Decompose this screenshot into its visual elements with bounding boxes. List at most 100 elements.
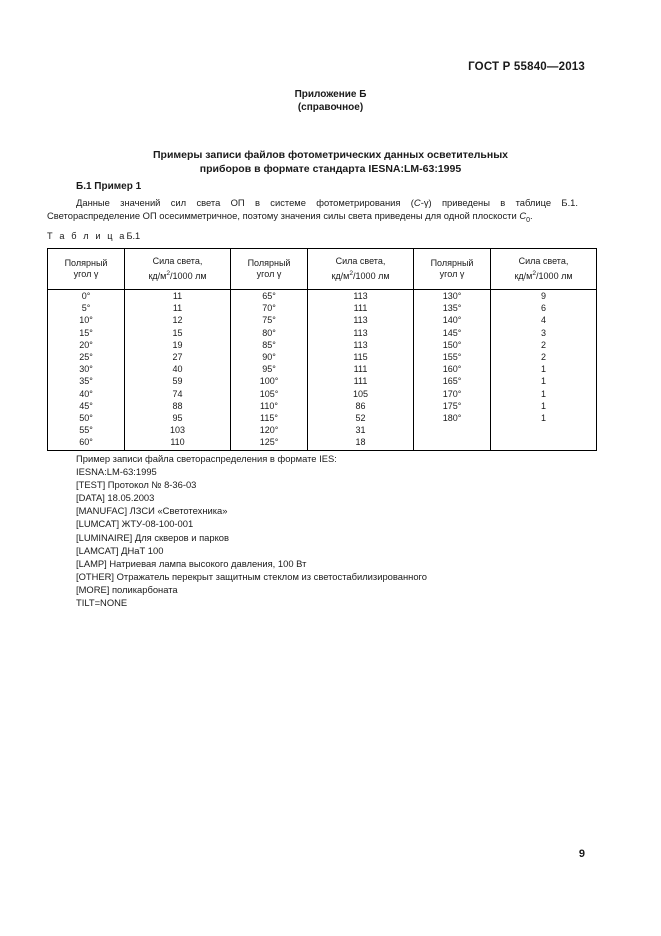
- table-cell-v1: 40: [124, 363, 231, 376]
- header-force-unit-post-a: /1000 лм: [170, 270, 207, 281]
- header-force-line1-b: Сила света,: [335, 256, 386, 266]
- table-row: 35° 59 100° 111 165° 1: [47, 375, 597, 388]
- table-cell-a2: 80°: [230, 326, 308, 339]
- table-cell-a3: 135°: [413, 302, 491, 315]
- annex-subtitle: (справочное): [297, 102, 364, 113]
- header-force-line1-a: Сила света,: [152, 256, 203, 266]
- ies-line: [DATA] 18.05.2003: [76, 492, 155, 504]
- column-header-polar-angle-1: Полярный угол γ: [47, 248, 125, 290]
- table-cell-v3: 1: [490, 387, 597, 400]
- page-title-line-1: Примеры записи файлов фотометрических да…: [152, 149, 508, 161]
- table-caption-label: Т а б л и ц а: [47, 231, 127, 241]
- header-force-unit-sup-c: 2: [532, 269, 537, 277]
- table-cell-a2: 70°: [230, 302, 308, 315]
- ies-example-lead: Пример записи файла светораспределения в…: [76, 453, 337, 464]
- table-cell-v2: 18: [307, 436, 414, 451]
- header-force-unit-pre-a: кд/м: [148, 270, 167, 281]
- table-cell-a1: 30°: [47, 363, 125, 376]
- table-cell-a1: 50°: [47, 412, 125, 425]
- ies-line: [LUMINAIRE] Для скверов и парков: [76, 531, 230, 543]
- table-cell-v1: 74: [124, 387, 231, 400]
- table-cell-a1: 10°: [47, 314, 125, 327]
- table-cell-a2: 100°: [230, 375, 308, 388]
- ies-example-lines: IESNA:LM-63:1995 [TEST] Протокол № 8-36-0…: [76, 465, 576, 609]
- table-cell-v1: 11: [124, 289, 231, 303]
- table-cell-v3: [490, 424, 597, 437]
- table-row: 60° 110 125° 18: [47, 436, 597, 451]
- table-cell-a3: 160°: [413, 363, 491, 376]
- table-cell-v1: 103: [124, 424, 231, 437]
- table-cell-a3: [413, 436, 491, 451]
- ies-line: [LUMCAT] ЖТУ-08-100-001: [76, 518, 194, 530]
- table-cell-v2: 113: [307, 326, 414, 339]
- table-header-row: Полярный угол γ Сила света, кд/м2/1000 л…: [47, 248, 597, 290]
- table-caption-number: Б.1: [126, 231, 141, 241]
- table-cell-v3: 1: [490, 412, 597, 425]
- table-cell-a2: 85°: [230, 338, 308, 352]
- table-cell-v1: 27: [124, 351, 231, 364]
- table-cell-v2: 113: [307, 289, 414, 303]
- table-row: 55° 103 120° 31: [47, 424, 597, 437]
- ies-file-example: Пример записи файла светораспределения в…: [76, 452, 576, 609]
- table-cell-v1: 88: [124, 399, 231, 413]
- table-cell-a1: 15°: [47, 326, 125, 339]
- header-angle-line1-c: Полярный: [430, 257, 474, 268]
- table-cell-v2: 115: [307, 351, 414, 364]
- ies-line: TILT=NONE: [76, 597, 128, 609]
- page-title: Примеры записи файлов фотометрических да…: [0, 148, 661, 176]
- table-cell-a2: 110°: [230, 399, 308, 413]
- paragraph-text-part-1: Данные значений сил света ОП в системе ф…: [76, 197, 414, 208]
- table-cell-a1: 35°: [47, 375, 125, 388]
- table-row: 5° 11 70° 111 135° 6: [47, 302, 597, 315]
- paragraph-text-part-2: -γ) приведены в таблице Б.1. Светораспре…: [47, 197, 578, 221]
- column-header-polar-angle-2: Полярный угол γ: [230, 248, 308, 290]
- table-cell-v3: 3: [490, 326, 597, 339]
- table-cell-a1: 55°: [47, 424, 125, 437]
- header-angle-line2-a: угол γ: [73, 269, 99, 279]
- table-cell-v3: 4: [490, 314, 597, 327]
- table-row: 0° 11 65° 113 130° 9: [47, 289, 597, 303]
- table-cell-v2: 111: [307, 375, 414, 388]
- column-header-polar-angle-3: Полярный угол γ: [413, 248, 491, 290]
- table-cell-v2: 31: [307, 424, 414, 437]
- header-angle-line2-b: угол γ: [256, 269, 282, 279]
- table-cell-v3: 1: [490, 399, 597, 413]
- ies-line: [OTHER] Отражатель перекрыт защитным сте…: [76, 570, 427, 582]
- header-force-unit-sup-a: 2: [166, 269, 171, 277]
- table-cell-v3: 9: [490, 289, 597, 303]
- table-header: Полярный угол γ Сила света, кд/м2/1000 л…: [47, 248, 597, 290]
- table-cell-a1: 40°: [47, 387, 125, 400]
- standard-designation: ГОСТ Р 55840—2013: [468, 61, 585, 73]
- page-title-line-2: приборов в формате стандарта IESNA:LM-63…: [199, 163, 462, 175]
- table-cell-a3: 140°: [413, 314, 491, 327]
- table-cell-v1: 11: [124, 302, 231, 315]
- table-cell-v3: 2: [490, 351, 597, 364]
- table-row: 10° 12 75° 113 140° 4: [47, 314, 597, 327]
- column-header-luminous-intensity-1: Сила света, кд/м2/1000 лм: [124, 248, 231, 290]
- paragraph-italic-c-1: C: [413, 197, 421, 208]
- table-cell-a2: 90°: [230, 351, 308, 364]
- header-force-unit-pre-b: кд/м: [331, 270, 350, 281]
- table-cell-a3: 175°: [413, 399, 491, 413]
- table-cell-a2: 120°: [230, 424, 308, 437]
- table-cell-a2: 105°: [230, 387, 308, 400]
- header-force-unit-post-c: /1000 лм: [536, 270, 573, 281]
- ies-line: IESNA:LM-63:1995: [76, 466, 157, 478]
- table-cell-v3: 6: [490, 302, 597, 315]
- table-cell-v1: 95: [124, 412, 231, 425]
- table-cell-a2: 75°: [230, 314, 308, 327]
- table-cell-v3: 1: [490, 375, 597, 388]
- ies-line: [LAMCAT] ДНаТ 100: [76, 544, 164, 556]
- paragraph-text-part-3: .: [530, 209, 533, 221]
- table-cell-a3: 180°: [413, 412, 491, 425]
- header-angle-line1-b: Полярный: [247, 257, 291, 268]
- table-cell-a3: 155°: [413, 351, 491, 364]
- table-cell-a3: 150°: [413, 338, 491, 352]
- table-cell-a2: 115°: [230, 412, 308, 425]
- table-cell-v2: 86: [307, 399, 414, 413]
- page-number: 9: [578, 848, 585, 860]
- table-cell-v2: 105: [307, 387, 414, 400]
- table-cell-a3: 145°: [413, 326, 491, 339]
- table-row: 50° 95 115° 52 180° 1: [47, 412, 597, 425]
